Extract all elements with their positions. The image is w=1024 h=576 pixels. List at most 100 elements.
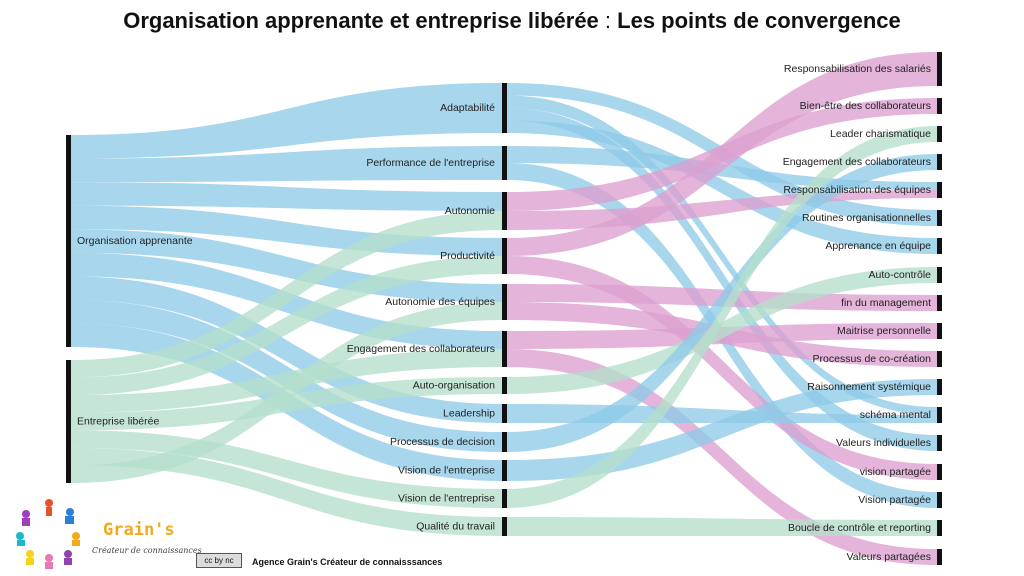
middle-node-bar [502, 404, 507, 423]
logo-figure-icon [45, 499, 53, 507]
sankey-link-left-middle [71, 302, 502, 483]
node-label: Autonomie [445, 205, 495, 217]
node-label: Vision de l'entreprise [398, 492, 495, 504]
logo-figure-icon [72, 540, 80, 546]
sankey-link-middle-right [507, 95, 937, 415]
logo-figure-icon [65, 516, 74, 524]
node-label: vision partagée [860, 466, 931, 478]
right-node-bar [937, 52, 942, 86]
node-label: fin du management [841, 297, 931, 309]
middle-node-bar [502, 238, 507, 274]
sankey-link-left-middle [71, 276, 502, 423]
middle-node-bar [502, 489, 507, 508]
node-label: Qualité du travail [416, 520, 495, 532]
sankey-link-middle-right [507, 349, 937, 565]
node-label: Performance de l'entreprise [366, 157, 495, 169]
right-node-bar [937, 182, 942, 198]
sankey-link-middle-right [507, 154, 937, 452]
right-node-bar [937, 323, 942, 339]
middle-node-bar [502, 331, 507, 367]
right-node-bar [937, 549, 942, 565]
node-label: Apprenance en équipe [825, 240, 931, 252]
sankey-link-left-middle [71, 256, 502, 396]
node-label: schéma mental [860, 409, 931, 421]
middle-node-bar [502, 460, 507, 481]
right-node-bar [937, 267, 942, 283]
logo-figure-icon [22, 510, 30, 518]
node-label: Processus de co-création [813, 353, 932, 365]
sankey-links [71, 52, 937, 565]
node-label: Organisation apprenante [77, 235, 193, 247]
right-node-bar [937, 154, 942, 170]
right-node-bar [937, 492, 942, 508]
node-label: Responsabilisation des équipes [783, 184, 931, 196]
node-label: Valeurs individuelles [836, 437, 931, 449]
title-separator: : [598, 8, 618, 33]
node-label: Engagement des collaborateurs [347, 343, 495, 355]
middle-node-bar [502, 517, 507, 536]
sankey-link-left-middle [71, 146, 502, 183]
sankey-link-left-middle [71, 447, 502, 536]
right-node-bar [937, 98, 942, 114]
logo-figure-icon [17, 540, 25, 546]
sankey-link-left-middle [71, 182, 502, 211]
logo-figure-icon [22, 518, 30, 526]
left-node-bar [66, 135, 71, 347]
logo-figure-icon [16, 532, 24, 540]
sankey-link-left-middle [71, 83, 502, 159]
node-label: Leader charismatique [830, 128, 931, 140]
node-label: Routines organisationnelles [802, 212, 931, 224]
sankey-link-left-middle [71, 211, 502, 378]
logo-figure-icon [64, 558, 72, 565]
node-label: Entreprise libérée [77, 415, 159, 427]
title-part1: Organisation apprenante et entreprise li… [123, 8, 599, 33]
sankey-link-middle-right [507, 108, 937, 451]
node-label: Vision de l'entreprise [398, 464, 495, 476]
node-label: Auto-contrôle [869, 269, 932, 281]
node-label: Leadership [443, 407, 495, 419]
logo-figure-icon [45, 562, 53, 569]
node-label: Productivité [440, 250, 495, 262]
logo-tagline: Créateur de connaissances [92, 546, 202, 555]
node-label: Vision partagée [858, 494, 931, 506]
middle-node-bar [502, 432, 507, 452]
middle-node-bar [502, 377, 507, 394]
node-label: Boucle de contrôle et reporting [788, 522, 931, 534]
left-node-bar [66, 360, 71, 483]
logo-figure-icon [46, 507, 52, 516]
sankey-link-middle-right [507, 267, 937, 394]
middle-node-bar [502, 83, 507, 133]
middle-node-bar [502, 284, 507, 320]
right-node-bar [937, 435, 942, 451]
logo-figure-icon [64, 550, 72, 558]
node-label: Autonomie des équipes [385, 296, 495, 308]
logo-figure-icon [26, 558, 34, 565]
sankey-link-middle-right [507, 126, 937, 508]
right-node-bar [937, 351, 942, 367]
footer-credit: Agence Grain's Créateur de connaisssance… [252, 557, 443, 567]
node-label: Auto-organisation [413, 379, 495, 391]
logo-figure-icon [72, 532, 80, 540]
sankey-labels: Organisation apprenante Entreprise libéré… [77, 63, 931, 563]
grains-logo [16, 499, 80, 569]
sankey-nodes [66, 52, 942, 565]
right-node-bar [937, 379, 942, 395]
sankey-link-left-middle [71, 349, 502, 413]
node-label: Responsabilisation des salariés [784, 63, 931, 75]
middle-node-bar [502, 192, 507, 230]
sankey-link-left-middle [71, 377, 502, 431]
node-label: Maitrise personnelle [837, 325, 931, 337]
logo-figure-icon [66, 508, 74, 516]
middle-node-bar [502, 146, 507, 180]
node-label: Engagement des collaborateurs [783, 156, 931, 168]
cc-license-badge: cc by nc [196, 553, 242, 568]
node-label: Adaptabilité [440, 102, 495, 114]
title-part2: Les points de convergence [617, 8, 901, 33]
node-label: Raisonnement systémique [807, 381, 931, 393]
page-title: Organisation apprenante et entreprise li… [0, 8, 1024, 34]
sankey-link-middle-right [507, 256, 937, 480]
right-node-bar [937, 126, 942, 142]
right-node-bar [937, 407, 942, 423]
sankey-link-middle-right [507, 52, 937, 256]
